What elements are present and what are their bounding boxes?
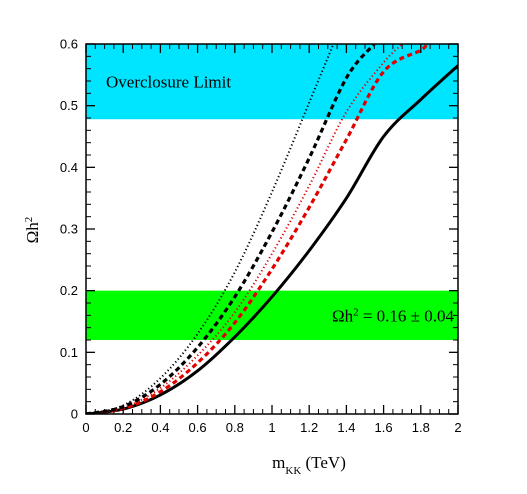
y-tick-label: 0.2 bbox=[60, 283, 78, 298]
x-tick-label: 0 bbox=[82, 420, 89, 435]
x-axis-label-rest: (TeV) bbox=[301, 453, 346, 472]
x-tick-label: 0.2 bbox=[114, 420, 132, 435]
x-tick-label: 1.8 bbox=[412, 420, 430, 435]
x-axis-label: mKK (TeV) bbox=[272, 453, 346, 477]
x-tick-label: 1.6 bbox=[375, 420, 393, 435]
band-0 bbox=[86, 44, 458, 120]
series-line-2 bbox=[86, 44, 403, 414]
y-tick-label: 0.4 bbox=[60, 160, 78, 175]
x-axis-label-main: m bbox=[272, 453, 285, 472]
y-tick-label: 0.3 bbox=[60, 222, 78, 237]
band-label-0: Overclosure Limit bbox=[106, 73, 231, 92]
series-line-1 bbox=[86, 44, 428, 414]
y-tick-label: 0.1 bbox=[60, 345, 78, 360]
y-tick-label: 0 bbox=[71, 407, 78, 422]
x-axis-label-sub: KK bbox=[285, 465, 301, 477]
band-label-1: Ωh2 = 0.16 ± 0.04 bbox=[332, 306, 455, 325]
x-tick-label: 0.8 bbox=[226, 420, 244, 435]
series-line-0 bbox=[86, 64, 458, 414]
x-tick-label: 0.4 bbox=[151, 420, 169, 435]
series-layer bbox=[86, 44, 458, 414]
ticks-layer: 0 0.2 0.4 0.6 0.8 1 1.2 1.4 1.6 1.8 2 0 0.1 0.2 0.3 0.4… bbox=[60, 37, 462, 436]
series-line-3 bbox=[86, 44, 376, 414]
x-tick-label: 2 bbox=[454, 420, 461, 435]
x-tick-label: 1 bbox=[268, 420, 275, 435]
y-axis-label-main: Ωh bbox=[23, 222, 42, 244]
y-tick-label: 0.5 bbox=[60, 98, 78, 113]
y-axis-label-sup: 2 bbox=[23, 217, 35, 223]
series-line-4 bbox=[86, 44, 335, 414]
band-labels-layer: Overclosure Limit Ωh2 = 0.16 ± 0.04 bbox=[106, 73, 454, 326]
x-tick-label: 1.4 bbox=[337, 420, 355, 435]
y-tick-label: 0.6 bbox=[60, 37, 78, 52]
y-axis-label: Ωh2 bbox=[23, 217, 42, 244]
x-tick-label: 1.2 bbox=[300, 420, 318, 435]
x-tick-label: 0.6 bbox=[189, 420, 207, 435]
